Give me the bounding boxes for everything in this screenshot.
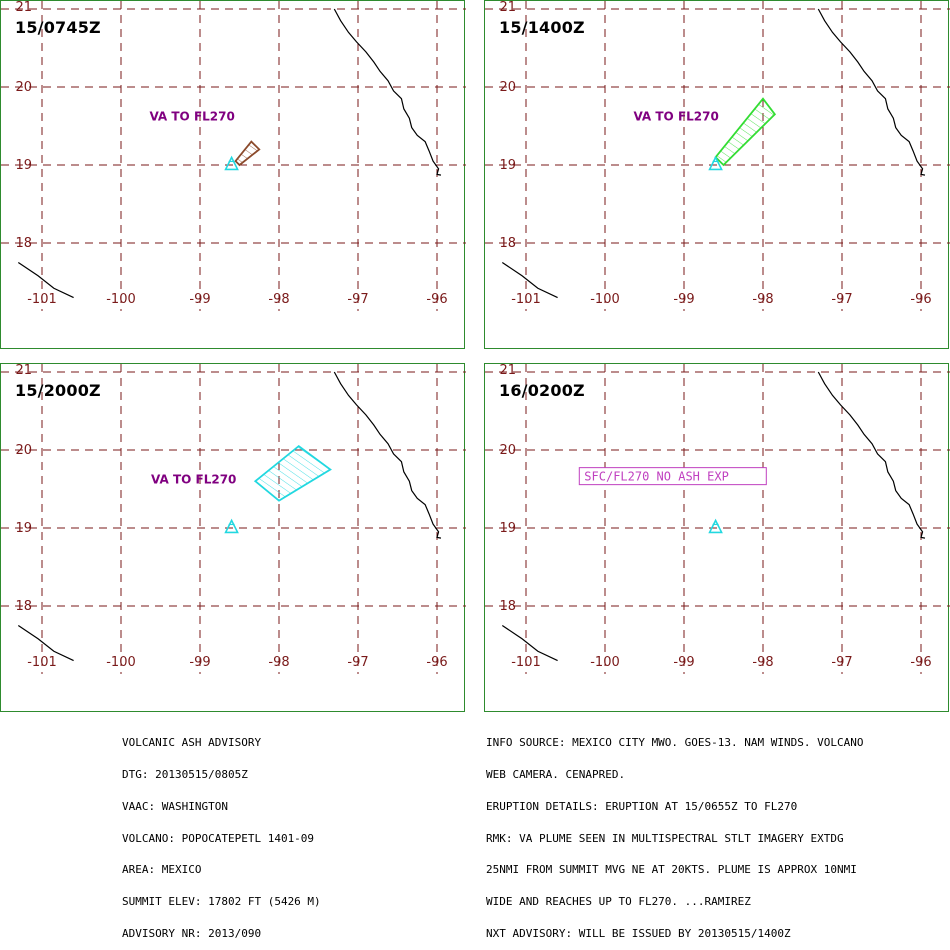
lon-tick-label: -98	[752, 292, 773, 307]
remark-line: WIDE AND REACHES UP TO FL270. ...RAMIREZ	[486, 895, 751, 909]
panel-time-3: 15/2000Z	[15, 381, 101, 400]
coastline-gulf	[333, 371, 442, 539]
advisory-line: ADVISORY NR: 2013/090	[122, 926, 262, 940]
lon-tick-label: -99	[673, 655, 694, 670]
lon-tick-label: -96	[910, 655, 931, 670]
advisory-line: AREA: MEXICO	[122, 863, 202, 877]
lon-tick-label: -96	[426, 655, 447, 670]
lon-tick-label: -100	[590, 655, 620, 670]
coastline-pacific	[17, 262, 74, 299]
lat-tick-label: 20	[15, 80, 32, 95]
volcano-marker-icon	[224, 518, 239, 534]
lat-tick-label: 18	[15, 236, 32, 251]
ash-level-label: VA TO FL270	[151, 473, 236, 487]
lat-tick-label: 18	[15, 599, 32, 614]
lon-tick-label: -98	[268, 655, 289, 670]
remark-line: INFO SOURCE: MEXICO CITY MWO. GOES-13. N…	[486, 736, 864, 750]
map-svg-4: -101 -100 -99 -98 -97 -96 21 20 19 18 SFC/FL270 NO…	[485, 364, 950, 674]
lon-tick-label: -99	[673, 292, 694, 307]
panel-time-1: 15/0745Z	[15, 18, 101, 37]
lon-tick-label: -98	[752, 655, 773, 670]
map-panel-1: -101 -100 -99 -98 -97 -96 21 20 19 18 VA TO FL270 …	[0, 0, 466, 349]
map-svg-1: -101 -100 -99 -98 -97 -96 21 20 19 18 VA TO FL270	[1, 1, 466, 311]
lon-tick-label: -100	[106, 655, 136, 670]
volcano-marker-icon	[708, 155, 723, 171]
lon-tick-label: -96	[426, 292, 447, 307]
advisory-line: VOLCANO: POPOCATEPETL 1401-09	[122, 831, 315, 845]
lon-tick-label: -101	[511, 655, 541, 670]
coastline-pacific	[501, 625, 558, 662]
coastline-gulf	[333, 8, 442, 176]
map-panel-3: -101 -100 -99 -98 -97 -96 21 20 19 18 VA TO FL270 …	[0, 363, 466, 712]
ash-level-label: VA TO FL270	[149, 110, 234, 124]
coastline-gulf	[817, 371, 926, 539]
lon-tick-label: -100	[590, 292, 620, 307]
lat-tick-label: 20	[499, 443, 516, 458]
ash-level-label: SFC/FL270 NO ASH EXP	[584, 470, 729, 484]
advisory-line: DTG: 20130515/0805Z	[122, 767, 248, 781]
lat-tick-label: 21	[499, 1, 516, 15]
ash-plume-polygon	[253, 444, 332, 502]
advisory-line: VAAC: WASHINGTON	[122, 799, 228, 813]
advisory-line: VOLCANIC ASH ADVISORY	[122, 736, 262, 750]
ash-plume-polygon	[234, 140, 261, 167]
lon-tick-label: -99	[189, 292, 210, 307]
map-panel-2: -101 -100 -99 -98 -97 -96 21 20 19 18 VA TO FL270 …	[484, 0, 950, 349]
coastline-pacific	[17, 625, 74, 662]
ash-level-label: VA TO FL270	[633, 110, 718, 124]
lat-tick-label: 21	[499, 364, 516, 378]
panel-time-4: 16/0200Z	[499, 381, 585, 400]
lat-tick-label: 19	[499, 521, 516, 536]
lon-tick-label: -99	[189, 655, 210, 670]
lon-tick-label: -101	[27, 292, 57, 307]
lat-tick-label: 19	[15, 158, 32, 173]
coastline-gulf	[817, 8, 926, 176]
remark-line: NXT ADVISORY: WILL BE ISSUED BY 20130515…	[486, 926, 791, 940]
advisory-header: VOLCANIC ASH ADVISORY DTG: 20130515/0805…	[122, 717, 321, 950]
lat-tick-label: 20	[499, 80, 516, 95]
map-panel-4: -101 -100 -99 -98 -97 -96 21 20 19 18 SFC/FL270 NO…	[484, 363, 950, 712]
lon-tick-label: -101	[511, 292, 541, 307]
lon-tick-label: -97	[347, 655, 368, 670]
lon-tick-label: -97	[831, 655, 852, 670]
lat-tick-label: 21	[15, 364, 32, 378]
advisory-line: SUMMIT ELEV: 17802 FT (5426 M)	[122, 895, 321, 909]
lon-tick-label: -97	[347, 292, 368, 307]
no-ash-label-box	[578, 467, 767, 486]
lon-tick-label: -100	[106, 292, 136, 307]
lat-tick-label: 18	[499, 599, 516, 614]
lat-tick-label: 18	[499, 236, 516, 251]
lon-tick-label: -97	[831, 292, 852, 307]
lat-tick-label: 19	[499, 158, 516, 173]
lon-tick-label: -101	[27, 655, 57, 670]
remark-line: 25NMI FROM SUMMIT MVG NE AT 20KTS. PLUME…	[486, 863, 857, 877]
volcano-marker-icon	[224, 155, 239, 171]
map-svg-3: -101 -100 -99 -98 -97 -96 21 20 19 18 VA TO FL270	[1, 364, 466, 674]
volcano-marker-icon	[708, 518, 723, 534]
remark-line: ERUPTION DETAILS: ERUPTION AT 15/0655Z T…	[486, 799, 798, 813]
lon-tick-label: -96	[910, 292, 931, 307]
lat-tick-label: 21	[15, 1, 32, 15]
coastline-pacific	[501, 262, 558, 299]
lon-tick-label: -98	[268, 292, 289, 307]
lat-tick-label: 19	[15, 521, 32, 536]
remark-line: WEB CAMERA. CENAPRED.	[486, 767, 626, 781]
lat-tick-label: 20	[15, 443, 32, 458]
remark-line: RMK: VA PLUME SEEN IN MULTISPECTRAL STLT…	[486, 831, 844, 845]
panel-time-2: 15/1400Z	[499, 18, 585, 37]
advisory-remarks: INFO SOURCE: MEXICO CITY MWO. GOES-13. N…	[486, 717, 864, 950]
map-svg-2: -101 -100 -99 -98 -97 -96 21 20 19 18 VA TO FL270	[485, 1, 950, 311]
ash-plume-polygon	[714, 97, 777, 167]
